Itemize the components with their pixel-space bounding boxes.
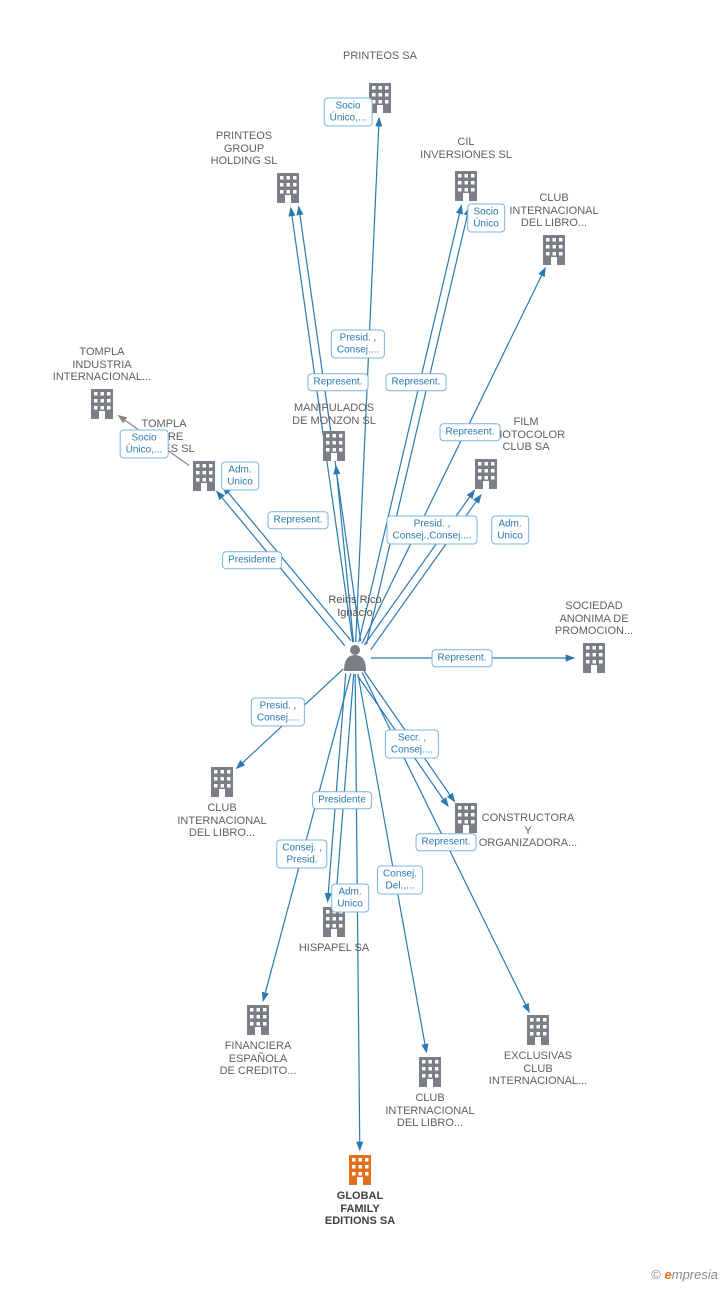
edge-line	[263, 673, 351, 1000]
footer: © empresia	[651, 1267, 718, 1282]
building-icon	[211, 767, 233, 797]
person-icon	[344, 645, 366, 671]
edge-line	[366, 207, 469, 644]
building-icon	[193, 461, 215, 491]
edge-line	[223, 486, 351, 640]
copyright-symbol: ©	[651, 1267, 661, 1282]
edge-line	[336, 466, 353, 642]
building-icon	[369, 83, 391, 113]
edge-line	[355, 674, 360, 1150]
edge-line	[356, 118, 379, 642]
building-icon	[455, 803, 477, 833]
edge-line	[299, 207, 361, 641]
brand-rest: mpresia	[672, 1267, 718, 1282]
edge-line	[359, 205, 462, 642]
edge-line	[118, 416, 189, 466]
edge-line	[217, 491, 345, 645]
edge-line	[328, 673, 346, 901]
network-canvas	[0, 0, 728, 1290]
edge-line	[364, 490, 474, 645]
building-icon	[455, 171, 477, 201]
building-icon	[583, 643, 605, 673]
building-icon	[527, 1015, 549, 1045]
building-icon	[277, 173, 299, 203]
brand-initial: e	[665, 1267, 672, 1282]
edge-line	[362, 672, 529, 1012]
edge-line	[358, 676, 448, 806]
building-icon	[419, 1057, 441, 1087]
building-icon	[543, 235, 565, 265]
building-icon	[323, 431, 345, 461]
building-icon	[349, 1155, 371, 1185]
edge-line	[358, 674, 427, 1053]
edge-line	[362, 268, 545, 644]
building-icon	[323, 907, 345, 937]
edge-line	[237, 669, 344, 768]
edge-line	[291, 208, 353, 642]
edge-line	[336, 674, 354, 902]
building-icon	[247, 1005, 269, 1035]
building-icon	[91, 389, 113, 419]
building-icon	[475, 459, 497, 489]
